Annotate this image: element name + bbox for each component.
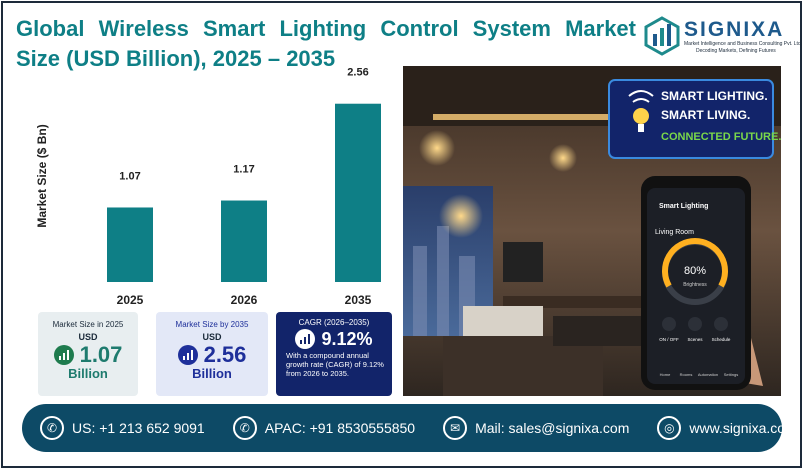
website: www.signixa.com	[689, 420, 797, 436]
stat-card-2035: Market Size by 2035 USD 2.56 Billion	[156, 312, 268, 396]
x-tick-2035: 2035	[345, 293, 372, 307]
promo-line-2: SMART LIVING.	[661, 108, 750, 122]
data-label-2025: 1.07	[119, 170, 140, 182]
mail-icon: ✉	[443, 416, 468, 440]
card-description: With a compound annual growth rate (CAGR…	[286, 351, 384, 378]
card-value: 2.56	[203, 342, 247, 367]
brightness-label: Brightness	[683, 282, 707, 288]
card-value: 1.07	[79, 342, 123, 367]
promo-line-1: SMART LIGHTING.	[661, 89, 768, 103]
phone-nav-item[interactable]: Home	[660, 372, 671, 377]
phone-button-label: Schedule	[712, 337, 731, 342]
brand-logo: SIGNIXA Market Intelligence and Business…	[644, 16, 802, 62]
signixa-logo-icon	[644, 16, 680, 56]
mail-address: Mail: sales@signixa.com	[475, 420, 630, 436]
phone-button-label: Scenes	[687, 337, 703, 342]
power-icon[interactable]	[662, 317, 676, 331]
bar-2035	[335, 103, 381, 282]
brightness-value: 80%	[684, 265, 706, 277]
card-unit: Billion	[192, 366, 232, 381]
apac-phone: APAC: +91 8530555850	[264, 420, 416, 436]
stat-card-2025: Market Size in 2025 USD 1.07 Billion	[38, 312, 138, 396]
growth-chart-icon	[295, 329, 316, 349]
brand-slogan: Decoding Markets, Defining Futures	[696, 48, 776, 54]
schedule-icon[interactable]	[714, 317, 728, 331]
phone-room: Living Room	[655, 229, 694, 236]
phone-app-title: Smart Lighting	[659, 203, 708, 210]
growth-chart-icon	[53, 345, 74, 365]
us-phone: US: +1 213 652 9091	[72, 420, 205, 436]
bar-2025	[107, 207, 153, 282]
brand-tagline: Market Intelligence and Business Consult…	[684, 41, 803, 47]
phone-button-label: ON / OFF	[659, 337, 679, 342]
y-axis-label: Market Size ($ Bn)	[35, 124, 49, 227]
promo-banner	[608, 79, 774, 159]
promo-line-3: CONNECTED FUTURE.	[661, 131, 781, 143]
footer-apac[interactable]: ✆ APAC: +91 8530555850	[232, 416, 416, 440]
card-label: Market Size by 2035	[175, 320, 249, 329]
footer-mail[interactable]: ✉ Mail: sales@signixa.com	[443, 416, 629, 440]
phone-nav-item[interactable]: Automation	[698, 372, 718, 377]
stat-card-cagr: CAGR (2026–2035) 9.12% With a compound a…	[276, 312, 392, 396]
brightness-dial[interactable]	[662, 238, 728, 288]
globe-icon: ◎	[657, 416, 682, 440]
phone-icon: ✆	[40, 416, 64, 440]
phone-nav-item[interactable]: Rooms	[680, 372, 693, 377]
x-tick-2026: 2026	[231, 293, 258, 307]
brand-name: SIGNIXA	[684, 18, 785, 41]
footer-us[interactable]: ✆ US: +1 213 652 9091	[40, 416, 205, 440]
x-tick-2025: 2025	[117, 293, 144, 307]
data-label-2026: 1.17	[233, 164, 254, 176]
card-currency: USD	[78, 332, 98, 342]
smart-home-photo: SMART LIGHTING. SMART LIVING. CONNECTED …	[403, 66, 781, 396]
scenes-icon[interactable]	[688, 317, 702, 331]
phone-nav-item[interactable]: Settings	[724, 372, 738, 377]
living-room-illustration: SMART LIGHTING. SMART LIVING. CONNECTED …	[403, 66, 781, 396]
bar-2026	[221, 200, 267, 282]
card-label: CAGR (2026–2035)	[298, 318, 370, 327]
card-label: Market Size in 2025	[52, 320, 124, 329]
card-currency: USD	[202, 332, 222, 342]
card-unit: Billion	[68, 366, 108, 381]
card-value: 9.12%	[321, 329, 373, 349]
page-title: Global Wireless Smart Lighting Control S…	[16, 16, 636, 71]
bar-chart: Market Size ($ Bn) 1.07 2025 1.17 2026 2.56 2…	[35, 67, 381, 307]
contact-footer: ✆ US: +1 213 652 9091 ✆ APAC: +91 853055…	[22, 404, 797, 452]
growth-chart-icon	[177, 345, 198, 365]
footer-web[interactable]: ◎ www.signixa.com	[657, 416, 797, 440]
phone-icon: ✆	[232, 416, 257, 440]
data-label-2035: 2.56	[347, 67, 368, 79]
